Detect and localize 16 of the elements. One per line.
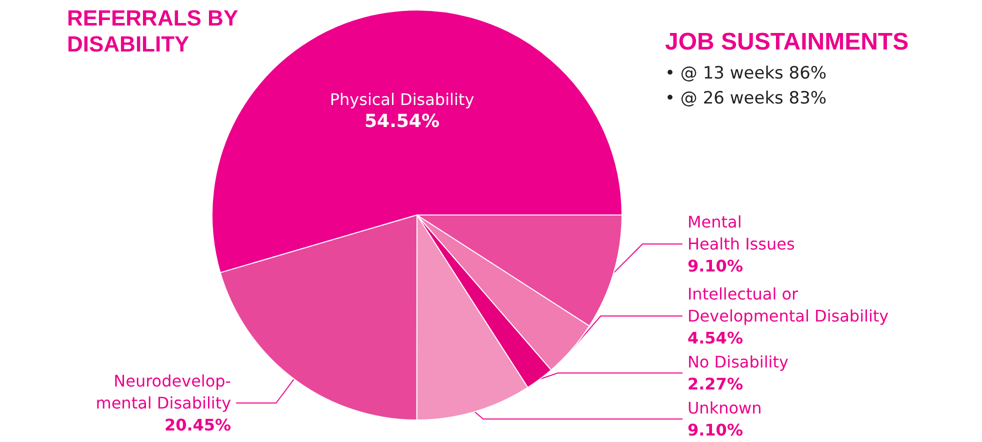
data-label: 2.27% [687,374,743,394]
slice-label: Mental Health Issues [687,212,795,254]
text: JOB SUSTAINMENTS [665,28,909,56]
data-label: 4.54% [687,328,743,348]
data-label: 20.45% [164,416,232,435]
slice-label: Unknown [687,398,762,418]
text: • @ 13 weeks 86% [665,64,827,84]
text: • @ 26 weeks 83% [665,88,827,108]
slice-label: No Disability [687,352,788,372]
slice-label: Physical Disability [330,90,474,110]
data-label: 9.10% [687,420,743,440]
data-label: 9.10% [687,256,743,276]
chart-title: REFERRALS BY DISABILITY [67,6,238,56]
slice-label: Intellectual or Developmental Disability [687,284,889,326]
data-label: 54.54% [364,111,440,132]
slice-label: Neurodevelop- mental Disability [96,372,232,413]
